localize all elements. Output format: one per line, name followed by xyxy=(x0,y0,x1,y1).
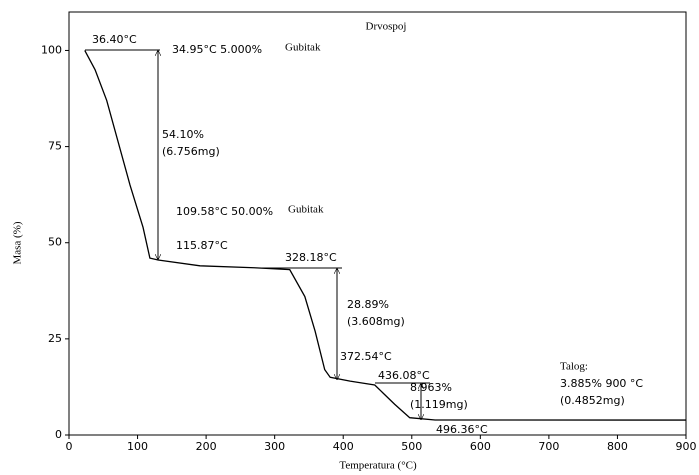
annotation: 109.58°C 50.00% xyxy=(176,205,273,218)
annotation: (6.756mg) xyxy=(162,145,220,158)
annotation: 328.18°C xyxy=(285,251,337,264)
chart-title: Drvospoj xyxy=(366,21,407,33)
annotation: (0.4852mg) xyxy=(560,394,625,407)
mass-curve xyxy=(84,50,687,421)
annotation: 34.95°C 5.000% xyxy=(172,43,262,56)
x-tick-label: 600 xyxy=(470,440,491,453)
x-tick-label: 100 xyxy=(127,440,148,453)
x-tick-label: 0 xyxy=(66,440,73,453)
y-tick-label: 25 xyxy=(48,332,62,345)
annotation: 436.08°C xyxy=(378,369,430,382)
y-tick-label: 50 xyxy=(48,236,62,249)
annotation: (1.119mg) xyxy=(410,398,468,411)
annotation: Talog: xyxy=(560,361,588,373)
y-tick-label: 100 xyxy=(41,43,62,56)
x-tick-label: 500 xyxy=(401,440,422,453)
annotation: Gubitak xyxy=(285,42,321,54)
annotation: 3.885% 900 °C xyxy=(560,377,643,390)
x-tick-label: 400 xyxy=(333,440,354,453)
annotation: 115.87°C xyxy=(176,239,228,252)
y-tick-label: 0 xyxy=(55,428,62,441)
annotation: Gubitak xyxy=(288,204,324,216)
y-axis-label: Masa (%) xyxy=(12,221,24,264)
annotation: 372.54°C xyxy=(340,350,392,363)
annotation: 496.36°C xyxy=(436,423,488,436)
annotation: 54.10% xyxy=(162,128,204,141)
annotation: 28.89% xyxy=(347,298,389,311)
annotation: 8.963% xyxy=(410,381,452,394)
annotation: (3.608mg) xyxy=(347,315,405,328)
x-tick-label: 200 xyxy=(196,440,217,453)
x-tick-label: 800 xyxy=(607,440,628,453)
x-tick-label: 900 xyxy=(676,440,697,453)
x-tick-label: 700 xyxy=(538,440,559,453)
x-tick-label: 300 xyxy=(264,440,285,453)
x-axis-label: Temperatura (°C) xyxy=(339,460,417,472)
brackets xyxy=(85,49,430,420)
plot-frame xyxy=(68,11,687,436)
y-tick-label: 75 xyxy=(48,140,62,153)
annotation: 36.40°C xyxy=(92,33,137,46)
